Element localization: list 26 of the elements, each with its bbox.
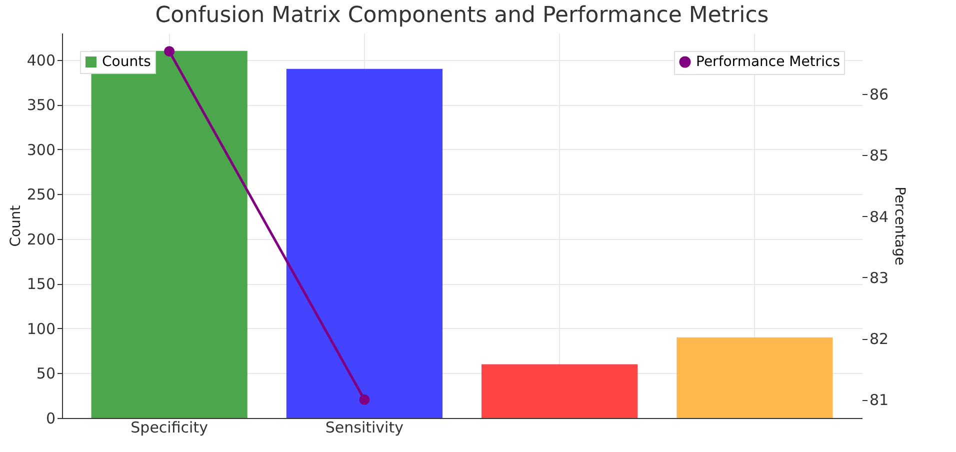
legend-label: Performance Metrics xyxy=(696,54,840,70)
chart-title: Confusion Matrix Components and Performance Metrics xyxy=(155,3,769,28)
y2-tick-label: 86 xyxy=(870,86,889,104)
y2-tick-label: 81 xyxy=(870,391,889,410)
y2-tick-label: 82 xyxy=(870,330,889,348)
y-tick-label: 250 xyxy=(26,186,56,204)
y2-tick-label: 84 xyxy=(870,208,889,226)
legend-label: Counts xyxy=(102,54,151,70)
y-tick-label: 50 xyxy=(36,364,56,383)
y2-tick-label: 83 xyxy=(870,268,889,287)
x-tick-label: Sensitivity xyxy=(325,418,404,436)
bar xyxy=(676,337,833,418)
y-axis-title: Count xyxy=(8,204,24,247)
bar xyxy=(482,364,638,418)
y-tick-label: 0 xyxy=(46,410,56,428)
y-tick-label: 400 xyxy=(26,51,56,70)
bar xyxy=(91,50,248,418)
y-tick-label: 350 xyxy=(26,96,56,114)
bar xyxy=(286,68,442,418)
y-tick-label: 100 xyxy=(26,320,56,338)
y-tick-label: 300 xyxy=(26,140,56,159)
y2-tick-label: 85 xyxy=(870,146,889,165)
y-tick-label: 150 xyxy=(26,275,56,294)
y2-axis-title: Percentage xyxy=(892,186,908,266)
y-tick-label: 200 xyxy=(26,230,56,248)
x-tick-label: Specificity xyxy=(130,418,208,436)
